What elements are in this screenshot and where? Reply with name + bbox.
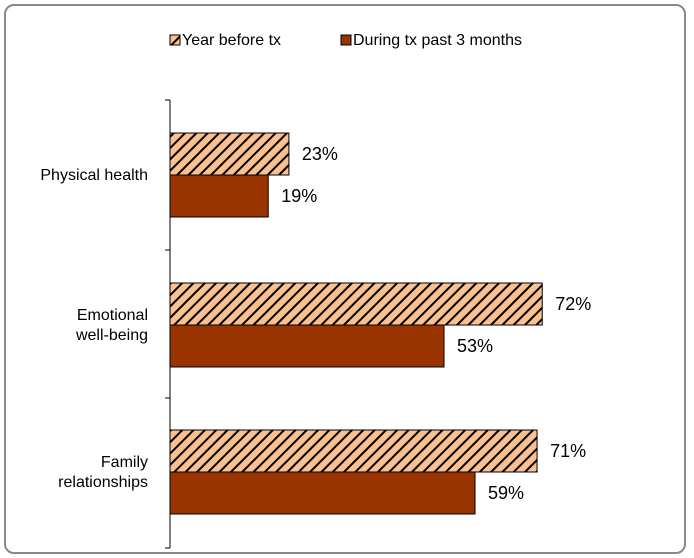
data-label-during-tx-3: 59% (488, 483, 524, 503)
data-label-year-before-2: 72% (555, 294, 591, 314)
data-label-year-before-1: 23% (302, 144, 338, 164)
data-label-during-tx-1: 19% (281, 186, 317, 206)
bar-during-tx-1 (169, 174, 269, 218)
legend-swatch-1 (169, 34, 181, 46)
data-label-year-before-3: 71% (550, 441, 586, 461)
data-label-during-tx-2: 53% (457, 336, 493, 356)
bar-year-before-3 (169, 429, 538, 473)
legend-label-2: During tx past 3 months (353, 32, 522, 49)
bar-year-before-2 (169, 282, 543, 326)
category-label-3: Family relationships (58, 454, 148, 491)
bar-during-tx-2 (169, 324, 445, 368)
category-label-2: Emotional well-being (75, 307, 148, 344)
bar-year-before-1 (169, 132, 290, 176)
legend-label-1: Year before tx (182, 32, 281, 49)
category-label-1: Physical health (40, 167, 148, 184)
legend-swatch-2 (340, 34, 352, 46)
legend: Year before tx During tx past 3 months (169, 32, 522, 49)
plot-area: 23% 19% Physical health 72% 53% Emotional well… (40, 99, 591, 549)
bar-during-tx-3 (169, 471, 476, 515)
